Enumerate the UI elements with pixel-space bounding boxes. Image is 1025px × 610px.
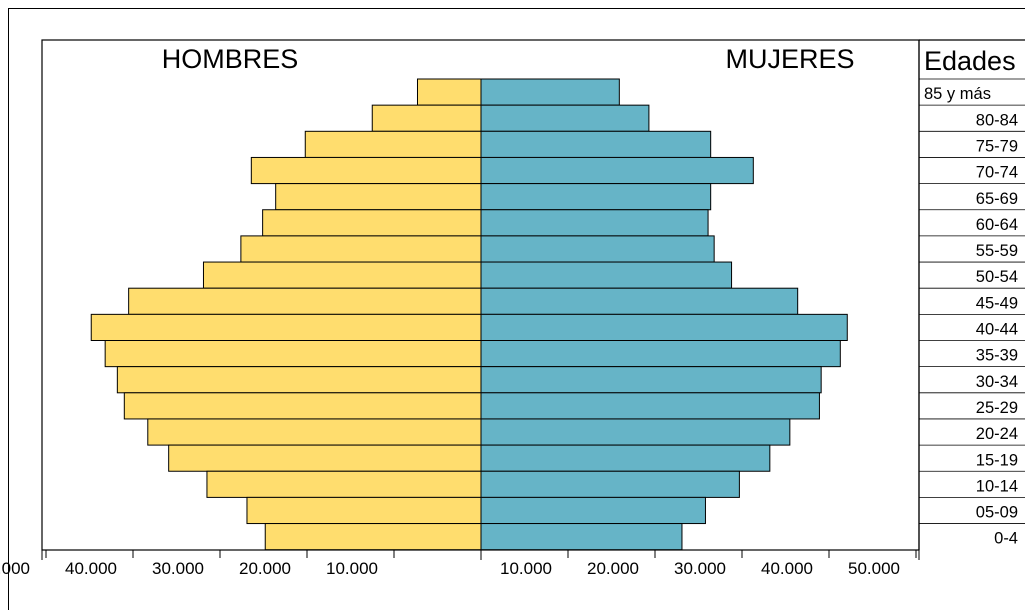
age-label-55-59: 55-59 xyxy=(976,242,1018,260)
bar-men-0-4 xyxy=(264,523,482,551)
bar-women-65-69 xyxy=(480,183,712,211)
axis-tick-label: 10.000 xyxy=(500,559,552,578)
bar-women-50-54 xyxy=(480,261,733,289)
bar-women-30-34 xyxy=(480,366,822,394)
age-label-85-y-m-s: 85 y más xyxy=(924,85,991,103)
bar-women-70-74 xyxy=(480,156,754,185)
age-label-40-44: 40-44 xyxy=(976,321,1018,339)
age-label-25-29: 25-29 xyxy=(976,399,1018,417)
age-table-header: Edades xyxy=(924,46,1016,76)
bar-women-25-29 xyxy=(480,392,820,420)
men-title: HOMBRES xyxy=(162,44,299,74)
age-label-65-69: 65-69 xyxy=(976,190,1018,208)
women-title: MUJERES xyxy=(725,44,854,74)
age-label-45-49: 45-49 xyxy=(976,294,1018,312)
bar-men-50-54 xyxy=(202,261,482,289)
axis-tick-label: 50.000 xyxy=(0,559,30,578)
age-label-35-39: 35-39 xyxy=(976,347,1018,365)
bar-women-10-14 xyxy=(480,470,740,498)
bar-men-35-39 xyxy=(104,340,482,368)
axis-tick-label: 30.000 xyxy=(152,559,204,578)
axis-tick-label: 40.000 xyxy=(761,559,813,578)
x-axis: 50.000 40.000 30.000 20.000 10.000 10.000 20.0… xyxy=(0,550,920,578)
age-label-10-14: 10-14 xyxy=(976,477,1018,495)
bars-group xyxy=(90,78,848,551)
axis-tick-label: 20.000 xyxy=(587,559,639,578)
bar-women-75-79 xyxy=(480,130,712,158)
bar-men-10-14 xyxy=(206,470,482,498)
bar-men-45-49 xyxy=(128,287,482,315)
bar-men-85-y-m-s xyxy=(416,78,482,106)
bar-women-55-59 xyxy=(480,235,715,263)
bar-women-15-19 xyxy=(480,444,771,472)
bar-women-05-09 xyxy=(480,496,706,525)
axis-tick-label: 40.000 xyxy=(65,559,117,578)
bar-men-70-74 xyxy=(250,156,482,185)
figure-frame xyxy=(8,8,1025,610)
age-label-0-4: 0-4 xyxy=(994,530,1018,548)
bar-men-65-69 xyxy=(275,183,482,211)
bar-men-40-44 xyxy=(90,313,482,342)
bar-women-85-y-m-s xyxy=(480,78,620,106)
age-label-60-64: 60-64 xyxy=(976,216,1018,234)
bar-women-35-39 xyxy=(480,340,841,368)
bar-women-40-44 xyxy=(480,313,848,342)
bar-women-80-84 xyxy=(480,104,650,132)
axis-tick-label: 30.000 xyxy=(674,559,726,578)
age-label-30-34: 30-34 xyxy=(976,373,1018,391)
bar-men-15-19 xyxy=(168,444,482,472)
bar-men-20-24 xyxy=(147,418,482,446)
age-table: Edades 85 y más 80-84 75-79 70-74 65-69 60-64… xyxy=(918,39,1025,550)
age-label-80-84: 80-84 xyxy=(976,111,1018,129)
axis-tick-label: 10.000 xyxy=(326,559,378,578)
age-label-15-19: 15-19 xyxy=(976,451,1018,469)
age-label-20-24: 20-24 xyxy=(976,425,1018,443)
bar-men-60-64 xyxy=(262,209,482,237)
axis-tick-label: 20.000 xyxy=(239,559,291,578)
age-label-70-74: 70-74 xyxy=(976,164,1018,182)
axis-tick-label: 50.000 xyxy=(848,559,900,578)
bar-men-05-09 xyxy=(246,496,482,525)
bar-women-20-24 xyxy=(480,418,791,446)
age-label-50-54: 50-54 xyxy=(976,268,1018,286)
bar-women-60-64 xyxy=(480,209,709,237)
bar-men-75-79 xyxy=(304,130,482,158)
bar-women-45-49 xyxy=(480,287,799,315)
bar-women-0-4 xyxy=(480,523,683,551)
age-label-05-09: 05-09 xyxy=(976,504,1018,522)
bar-men-80-84 xyxy=(371,104,482,132)
bar-men-25-29 xyxy=(123,392,482,420)
bar-men-30-34 xyxy=(116,366,482,394)
age-label-75-79: 75-79 xyxy=(976,137,1018,155)
bar-men-55-59 xyxy=(240,235,482,263)
